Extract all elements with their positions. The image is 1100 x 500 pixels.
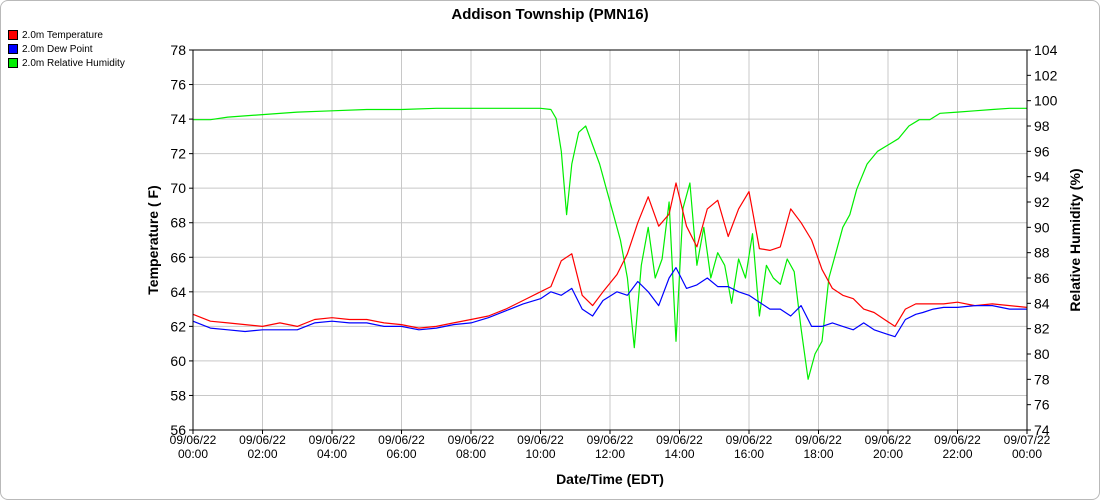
left-tick-label: 60 (170, 353, 186, 369)
right-tick-label: 90 (1034, 219, 1050, 235)
left-tick-label: 58 (170, 387, 186, 403)
left-axis-label: Temperature ( F) (145, 185, 161, 294)
x-tick-time: 12:00 (595, 447, 625, 461)
right-tick-label: 102 (1034, 67, 1058, 83)
x-tick-time: 06:00 (386, 447, 416, 461)
left-tick-label: 64 (170, 284, 186, 300)
legend-label-dew-point: 2.0m Dew Point (22, 43, 93, 55)
x-tick-date: 09/06/22 (170, 433, 217, 447)
left-tick-label: 66 (170, 249, 186, 265)
series-line-2-0m-relative-humidity (193, 107, 1027, 380)
series-line-2-0m-dew-point (192, 267, 1027, 338)
right-tick-label: 98 (1034, 118, 1050, 134)
right-tick-label: 74 (1034, 422, 1050, 438)
left-axis-ticks: 56 58 60 62 64 66 68 70 72 74 76 78 (170, 42, 193, 438)
right-tick-label: 82 (1034, 321, 1050, 337)
x-tick-date: 09/06/22 (656, 433, 703, 447)
right-tick-label: 76 (1034, 397, 1050, 413)
legend-item-dew-point: 2.0m Dew Point (8, 42, 125, 56)
x-tick-date: 09/06/22 (587, 433, 634, 447)
right-tick-label: 84 (1034, 295, 1050, 311)
left-tick-label: 70 (170, 180, 186, 196)
legend-swatch-relative-humidity (8, 58, 18, 68)
x-tick-time: 02:00 (247, 447, 277, 461)
x-tick-time: 08:00 (456, 447, 486, 461)
right-tick-label: 80 (1034, 346, 1050, 362)
x-tick-date: 09/06/22 (795, 433, 842, 447)
x-tick-time: 18:00 (803, 447, 833, 461)
x-tick-date: 09/06/22 (865, 433, 912, 447)
x-tick-time: 10:00 (525, 447, 555, 461)
right-tick-label: 88 (1034, 245, 1050, 261)
x-tick-date: 09/06/22 (517, 433, 564, 447)
right-tick-label: 96 (1034, 143, 1050, 159)
right-tick-label: 100 (1034, 93, 1058, 109)
x-tick-time: 20:00 (873, 447, 903, 461)
legend-item-temperature: 2.0m Temperature (8, 28, 125, 42)
x-tick-time: 16:00 (734, 447, 764, 461)
legend-item-relative-humidity: 2.0m Relative Humidity (8, 56, 125, 70)
x-tick-time: 00:00 (1012, 447, 1042, 461)
right-tick-label: 104 (1034, 42, 1058, 58)
left-tick-label: 56 (170, 422, 186, 438)
x-tick-time: 00:00 (178, 447, 208, 461)
x-tick-date: 09/06/22 (448, 433, 495, 447)
legend-label-relative-humidity: 2.0m Relative Humidity (22, 57, 125, 69)
left-tick-label: 74 (170, 111, 186, 127)
x-tick-date: 09/06/22 (934, 433, 981, 447)
x-tick-date: 09/07/22 (1004, 433, 1051, 447)
right-axis-label: Relative Humidity (%) (1067, 168, 1083, 311)
legend: 2.0m Temperature 2.0m Dew Point 2.0m Rel… (8, 28, 125, 70)
left-tick-label: 68 (170, 215, 186, 231)
right-tick-label: 92 (1034, 194, 1050, 210)
left-tick-label: 76 (170, 77, 186, 93)
x-tick-time: 22:00 (942, 447, 972, 461)
right-tick-label: 78 (1034, 371, 1050, 387)
series-line-2-0m-temperature (192, 182, 1028, 329)
right-axis-ticks: 74 76 78 80 82 84 86 88 90 92 94 96 98 100 102 104 (1027, 42, 1058, 438)
x-tick-date: 09/06/22 (378, 433, 425, 447)
x-tick-time: 14:00 (664, 447, 694, 461)
left-tick-label: 62 (170, 318, 186, 334)
right-tick-label: 94 (1034, 169, 1050, 185)
x-axis-ticks: 09/06/2200:0009/06/2202:0009/06/2204:000… (170, 430, 1051, 461)
x-tick-date: 09/06/22 (726, 433, 773, 447)
left-tick-label: 78 (170, 42, 186, 58)
legend-swatch-temperature (8, 30, 18, 40)
x-tick-date: 09/06/22 (309, 433, 356, 447)
series-layer (192, 107, 1028, 380)
grid (192, 49, 1028, 431)
chart-title: Addison Township (PMN16) (451, 6, 648, 23)
legend-label-temperature: 2.0m Temperature (22, 29, 103, 41)
x-axis-label: Date/Time (EDT) (556, 471, 664, 487)
x-tick-date: 09/06/22 (239, 433, 286, 447)
x-tick-time: 04:00 (317, 447, 347, 461)
legend-swatch-dew-point (8, 44, 18, 54)
left-tick-label: 72 (170, 146, 186, 162)
right-tick-label: 86 (1034, 270, 1050, 286)
